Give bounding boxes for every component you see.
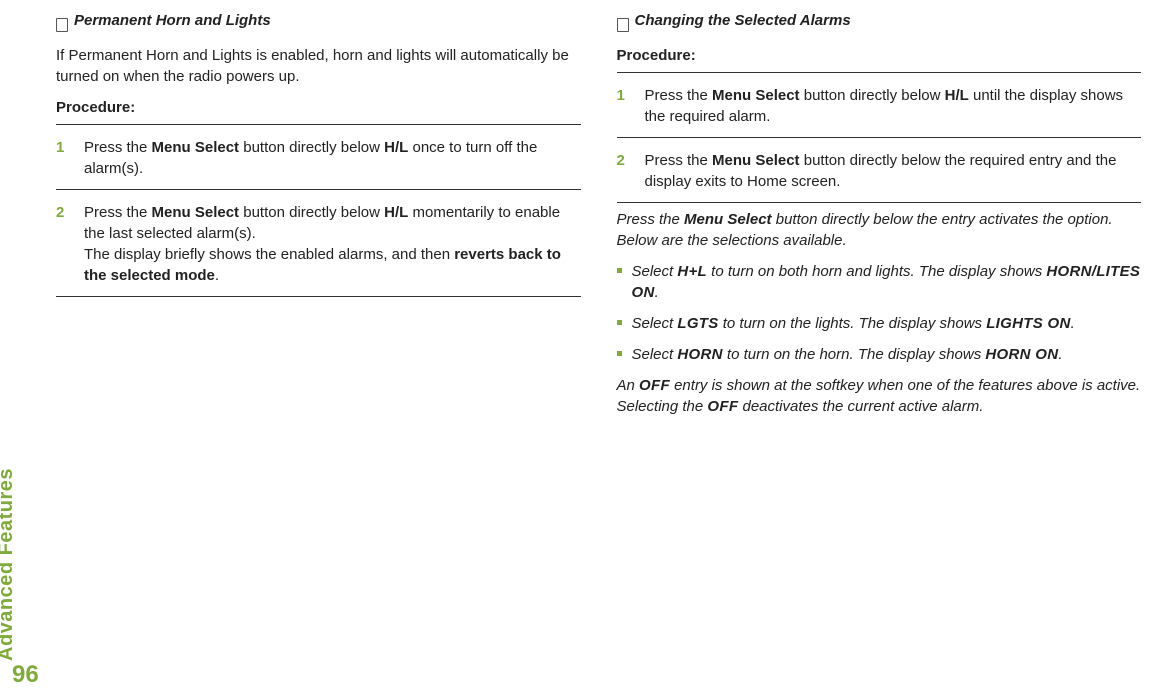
bold-text: Menu Select: [152, 139, 240, 156]
bold-text: H/L: [945, 87, 969, 104]
intro-paragraph: If Permanent Horn and Lights is enabled,…: [56, 45, 581, 87]
display-text: LGTS: [677, 315, 718, 332]
rule-line: [617, 137, 1142, 138]
step-body: Press the Menu Select button directly be…: [84, 137, 581, 179]
bold-text: Menu Select: [712, 87, 800, 104]
procedure-steps: 1 Press the Menu Select button directly …: [617, 79, 1142, 133]
procedure-label: Procedure:: [617, 45, 1142, 66]
step-body: Press the Menu Select button directly be…: [645, 150, 1142, 192]
text: Press the: [84, 204, 152, 221]
section-heading: Permanent Horn and Lights: [56, 10, 581, 39]
text: The display briefly shows the enabled al…: [84, 246, 454, 263]
note-paragraph: An OFF entry is shown at the softkey whe…: [617, 375, 1142, 417]
section-heading: Changing the Selected Alarms: [617, 10, 1142, 39]
procedure-steps: 1 Press the Menu Select button directly …: [56, 131, 581, 185]
section-title: Changing the Selected Alarms: [635, 10, 851, 31]
text: .: [655, 284, 659, 301]
rule-line: [56, 296, 581, 297]
text: Select: [632, 263, 678, 280]
bold-text: Menu Select: [152, 204, 240, 221]
step-number: 1: [56, 137, 70, 179]
bold-text: H/L: [384, 139, 408, 156]
display-text: HORN ON: [985, 346, 1058, 363]
display-text: HORN: [677, 346, 722, 363]
left-column: Permanent Horn and Lights If Permanent H…: [56, 10, 581, 665]
display-text: OFF: [707, 398, 738, 415]
list-item: Select HORN to turn on the horn. The dis…: [617, 344, 1142, 365]
step-item: 1 Press the Menu Select button directly …: [617, 79, 1142, 133]
text: Press the: [617, 211, 685, 228]
display-text: H+L: [677, 263, 707, 280]
display-text: LIGHTS ON: [986, 315, 1070, 332]
step-item: 2 Press the Menu Select button directly …: [617, 144, 1142, 198]
list-item: Select H+L to turn on both horn and ligh…: [617, 261, 1142, 303]
step-item: 2 Press the Menu Select button directly …: [56, 196, 581, 292]
text: Press the: [645, 152, 713, 169]
text: Press the: [645, 87, 713, 104]
note-paragraph: Press the Menu Select button directly be…: [617, 209, 1142, 251]
rule-line: [56, 124, 581, 125]
text: deactivates the current active alarm.: [738, 398, 983, 415]
text: to turn on the lights. The display shows: [719, 315, 987, 332]
bold-text: H/L: [384, 204, 408, 221]
text: Press the: [84, 139, 152, 156]
rule-line: [617, 72, 1142, 73]
procedure-icon: [617, 18, 629, 32]
text: Select: [632, 315, 678, 332]
step-number: 1: [617, 85, 631, 127]
step-body: Press the Menu Select button directly be…: [645, 85, 1142, 127]
option-body: Select LGTS to turn on the lights. The d…: [632, 313, 1142, 334]
step-item: 1 Press the Menu Select button directly …: [56, 131, 581, 185]
step-number: 2: [56, 202, 70, 286]
right-column: Changing the Selected Alarms Procedure: …: [617, 10, 1142, 665]
procedure-label: Procedure:: [56, 97, 581, 118]
bullet-icon: [617, 268, 622, 273]
option-body: Select HORN to turn on the horn. The dis…: [632, 344, 1142, 365]
procedure-steps: 2 Press the Menu Select button directly …: [56, 196, 581, 292]
page-columns: Permanent Horn and Lights If Permanent H…: [56, 10, 1141, 665]
rule-line: [617, 202, 1142, 203]
bullet-icon: [617, 320, 622, 325]
rule-line: [56, 189, 581, 190]
text: to turn on both horn and lights. The dis…: [707, 263, 1046, 280]
text: button directly below: [800, 87, 945, 104]
procedure-steps: 2 Press the Menu Select button directly …: [617, 144, 1142, 198]
list-item: Select LGTS to turn on the lights. The d…: [617, 313, 1142, 334]
options-list: Select H+L to turn on both horn and ligh…: [617, 261, 1142, 365]
procedure-icon: [56, 18, 68, 32]
section-title: Permanent Horn and Lights: [74, 10, 271, 31]
option-body: Select H+L to turn on both horn and ligh…: [632, 261, 1142, 303]
sidebar-section-label: Advanced Features: [0, 468, 18, 661]
step-body: Press the Menu Select button directly be…: [84, 202, 581, 286]
text: .: [1058, 346, 1062, 363]
bullet-icon: [617, 351, 622, 356]
text: Select: [632, 346, 678, 363]
display-text: OFF: [639, 377, 670, 394]
text: .: [1071, 315, 1075, 332]
bold-text: Menu Select: [712, 152, 800, 169]
text: button directly below: [239, 139, 384, 156]
page-number: 96: [12, 661, 39, 689]
step-number: 2: [617, 150, 631, 192]
text: to turn on the horn. The display shows: [723, 346, 986, 363]
text: .: [215, 267, 219, 284]
text: button directly below: [239, 204, 384, 221]
text: An: [617, 377, 640, 394]
bold-text: Menu Select: [684, 211, 772, 228]
